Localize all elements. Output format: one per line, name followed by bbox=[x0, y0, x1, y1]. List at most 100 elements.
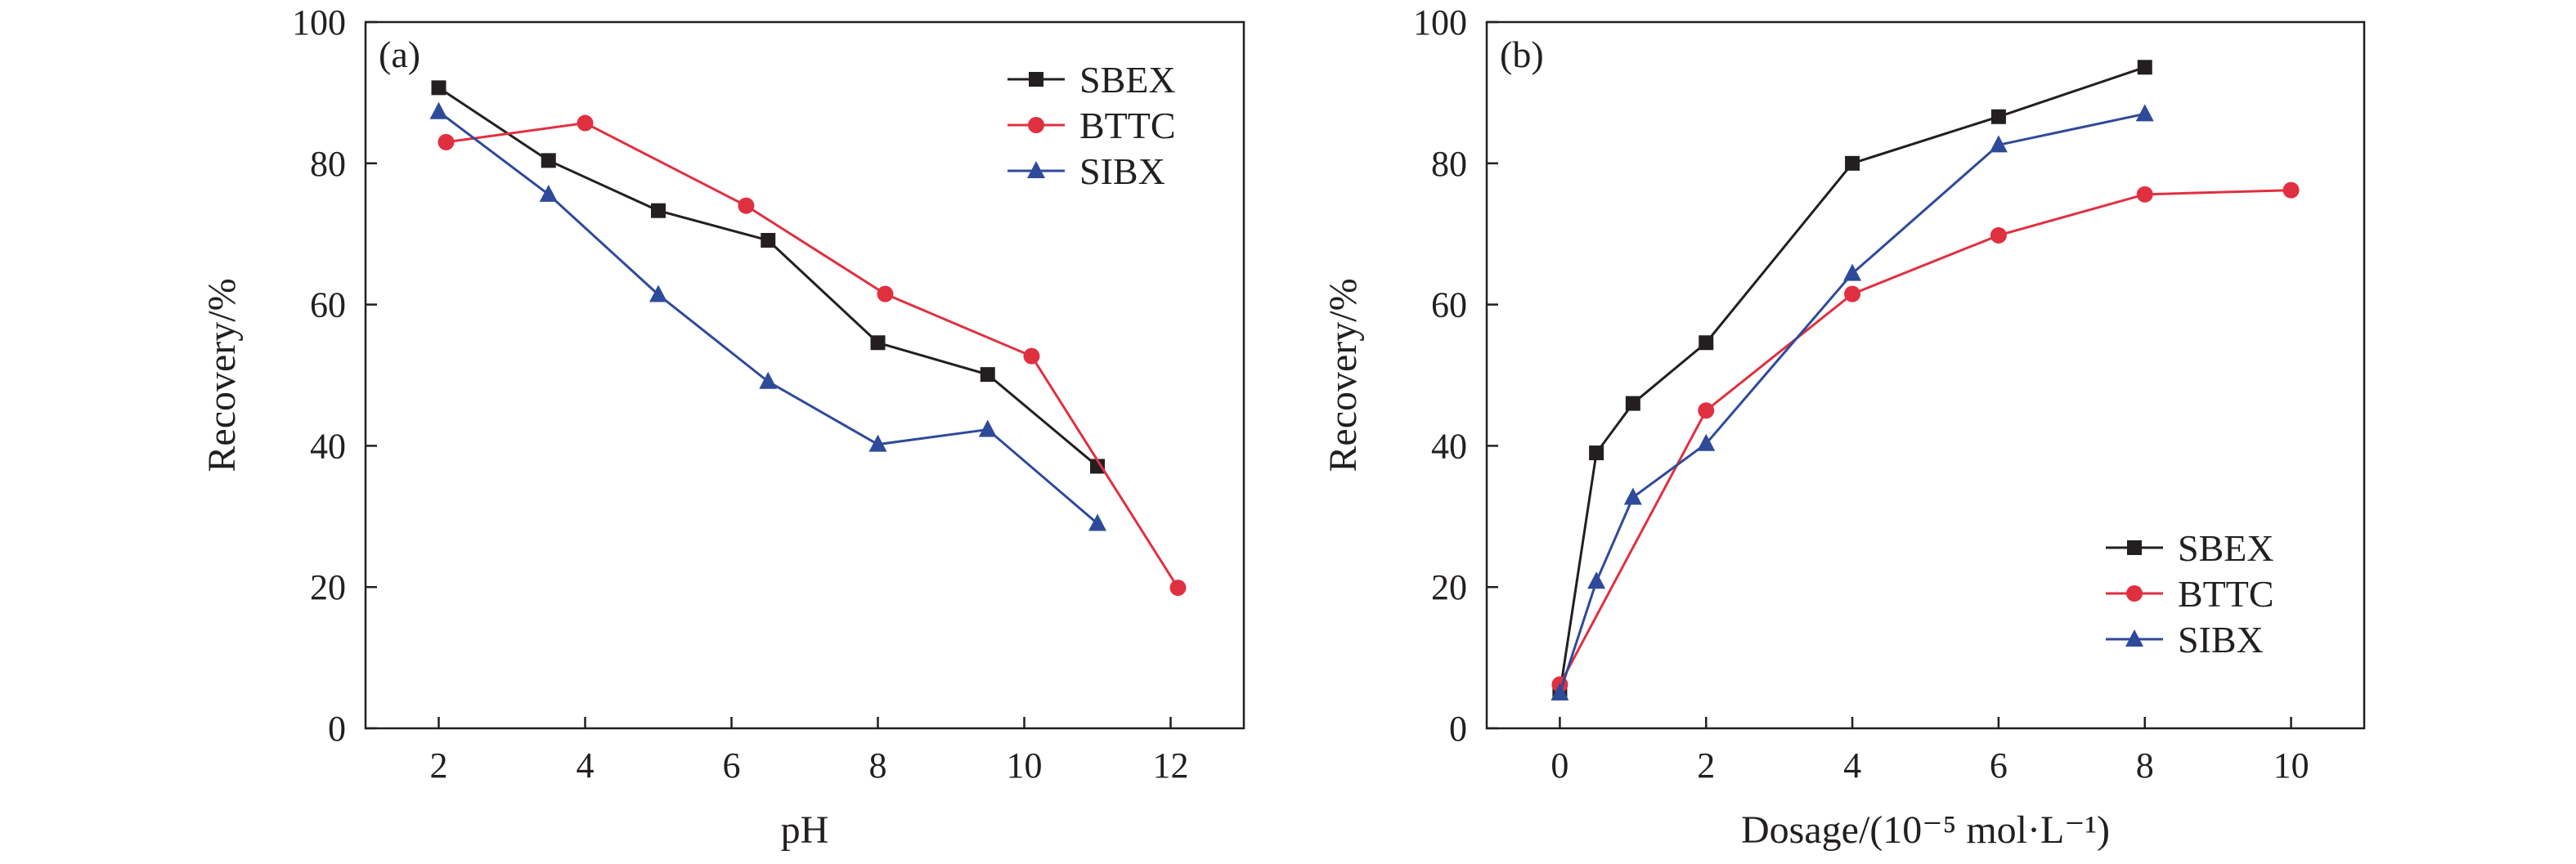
y-tick-label: 80 bbox=[310, 144, 346, 184]
y-tick-label: 80 bbox=[1431, 144, 1467, 184]
x-tick-label: 2 bbox=[1697, 745, 1715, 786]
legend-entry-sibx: SIBX bbox=[1008, 150, 1165, 192]
legend-entry-sibx: SIBX bbox=[2106, 619, 2264, 660]
legend-marker bbox=[2125, 629, 2143, 647]
legend-label: SBEX bbox=[1079, 59, 1176, 101]
legend-marker bbox=[1027, 161, 1045, 178]
data-point bbox=[539, 184, 558, 202]
series-line bbox=[438, 87, 1098, 468]
data-point bbox=[2136, 186, 2153, 203]
data-point bbox=[1845, 155, 1860, 171]
data-point bbox=[1844, 285, 1861, 302]
legend-entry-sbex: SBEX bbox=[2106, 527, 2274, 569]
y-tick-label: 100 bbox=[1413, 2, 1467, 43]
y-tick-label: 20 bbox=[1431, 567, 1467, 607]
x-tick-label: 12 bbox=[1153, 745, 1189, 786]
series-sbex bbox=[431, 80, 1105, 474]
x-tick-label: 4 bbox=[1843, 745, 1861, 786]
data-point bbox=[877, 285, 894, 302]
legend-label: BTTC bbox=[1079, 105, 1176, 146]
x-tick-label: 4 bbox=[577, 745, 595, 786]
panel-label: (b) bbox=[1500, 34, 1544, 75]
data-point bbox=[761, 232, 776, 248]
y-tick-label: 0 bbox=[328, 709, 346, 749]
data-point bbox=[1989, 135, 2008, 153]
data-point bbox=[431, 80, 447, 96]
data-point bbox=[1589, 445, 1604, 461]
legend-entry-sbex: SBEX bbox=[1008, 59, 1176, 101]
series-line bbox=[1558, 112, 2146, 694]
x-axis-label: Dosage/(10⁻⁵ mol·L⁻¹) bbox=[1741, 808, 2110, 852]
data-point bbox=[980, 367, 995, 383]
data-point bbox=[1551, 683, 1569, 701]
data-point bbox=[577, 114, 594, 132]
y-tick-label: 60 bbox=[1431, 285, 1467, 325]
x-tick-label: 6 bbox=[1990, 745, 2008, 786]
data-point bbox=[438, 133, 455, 150]
data-point bbox=[1698, 402, 1715, 419]
data-point bbox=[1699, 335, 1714, 351]
legend-marker bbox=[1029, 72, 1043, 87]
data-point bbox=[978, 419, 997, 437]
series-line bbox=[446, 122, 1179, 589]
data-point bbox=[1023, 347, 1040, 365]
legend-label: BTTC bbox=[2178, 573, 2274, 615]
data-point bbox=[759, 371, 778, 389]
legend-label: SIBX bbox=[1079, 150, 1165, 192]
data-point bbox=[1990, 109, 2006, 124]
legend-entry-bttc: BTTC bbox=[1008, 105, 1176, 146]
legend-entry-bttc: BTTC bbox=[2106, 573, 2274, 615]
series-sibx bbox=[1551, 104, 2154, 701]
data-point bbox=[1990, 226, 2007, 244]
series-sbex bbox=[1552, 60, 2152, 701]
data-point bbox=[1090, 459, 1105, 474]
data-point bbox=[2282, 181, 2300, 199]
data-point bbox=[1843, 263, 1862, 281]
legend-marker bbox=[2126, 585, 2143, 602]
legend-marker bbox=[1028, 117, 1044, 133]
y-tick-label: 40 bbox=[1431, 426, 1467, 466]
legend-label: SIBX bbox=[2178, 619, 2264, 660]
data-point bbox=[868, 434, 887, 452]
y-axis-label: Recovery/% bbox=[200, 278, 244, 472]
data-point bbox=[870, 335, 886, 351]
y-tick-label: 20 bbox=[310, 567, 346, 607]
data-point bbox=[649, 284, 667, 302]
data-point bbox=[1587, 571, 1606, 589]
data-point bbox=[1623, 487, 1642, 505]
legend-marker bbox=[2127, 540, 2142, 555]
series-line bbox=[438, 110, 1098, 525]
x-tick-label: 10 bbox=[2273, 745, 2309, 786]
x-tick-label: 0 bbox=[1551, 745, 1568, 786]
y-tick-label: 60 bbox=[310, 285, 346, 325]
y-axis-label: Recovery/% bbox=[1322, 278, 1365, 472]
x-tick-label: 8 bbox=[2136, 745, 2154, 786]
data-point bbox=[738, 197, 755, 214]
chart-panel-a: 2 4 6 8 10 12 0 20 40 60 80 100 pH Recovery/% (a) SBEXB… bbox=[200, 2, 1245, 852]
data-point bbox=[1625, 396, 1640, 411]
data-point bbox=[1088, 513, 1106, 531]
data-point bbox=[1697, 433, 1716, 451]
x-tick-label: 10 bbox=[1007, 745, 1043, 786]
y-tick-label: 0 bbox=[1449, 709, 1467, 749]
data-point bbox=[2135, 104, 2154, 122]
panel-label: (a) bbox=[379, 34, 420, 75]
plot-frame bbox=[364, 20, 1245, 730]
legend-label: SBEX bbox=[2178, 527, 2274, 569]
series-bttc bbox=[1551, 181, 2300, 693]
data-point bbox=[651, 203, 666, 218]
series-line bbox=[1559, 189, 2291, 686]
y-tick-label: 40 bbox=[310, 426, 346, 466]
x-tick-label: 2 bbox=[430, 745, 448, 786]
series-sibx bbox=[429, 101, 1106, 531]
data-point bbox=[2137, 60, 2152, 75]
data-point bbox=[429, 101, 448, 119]
series-bttc bbox=[438, 114, 1187, 597]
data-point bbox=[541, 153, 556, 168]
y-tick-label: 100 bbox=[292, 2, 346, 43]
x-axis-label: pH bbox=[781, 808, 829, 852]
x-tick-label: 6 bbox=[723, 745, 741, 786]
x-tick-label: 8 bbox=[869, 745, 887, 786]
